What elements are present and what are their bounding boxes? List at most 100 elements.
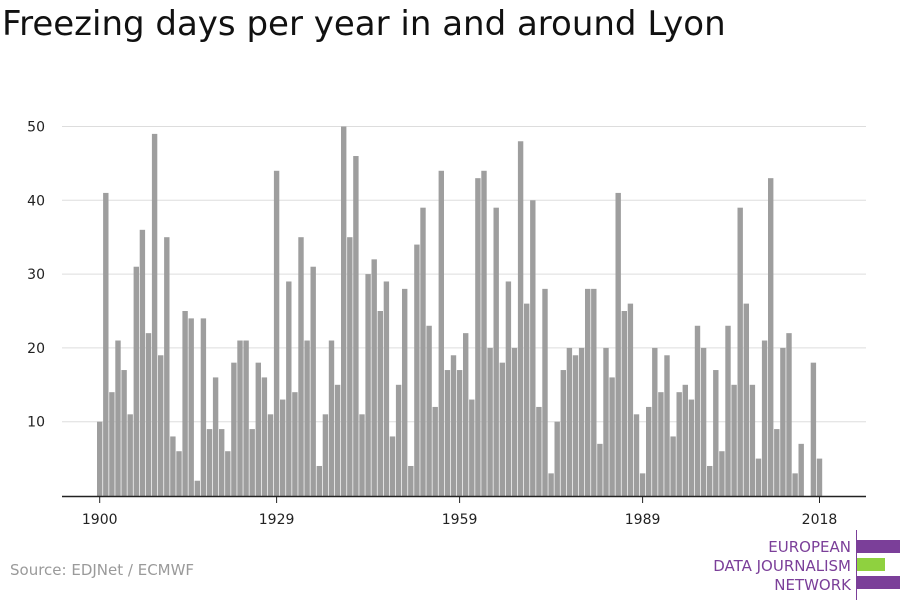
x-tick-label: 1900 xyxy=(82,512,118,528)
bar-1988 xyxy=(633,414,640,496)
bar-1952 xyxy=(414,244,420,496)
bar-1921 xyxy=(225,451,231,496)
bar-1972 xyxy=(536,406,542,496)
bar-2018 xyxy=(816,458,823,496)
bar-1948 xyxy=(389,436,396,496)
bar-2003 xyxy=(725,325,731,496)
bar-2008 xyxy=(755,458,762,496)
bar-1977 xyxy=(566,347,573,496)
bar-1949 xyxy=(395,384,402,496)
bar-1961 xyxy=(469,399,475,496)
bar-2017 xyxy=(810,362,817,496)
bar-1962 xyxy=(475,178,481,496)
bar-1923 xyxy=(237,340,243,496)
bar-1958 xyxy=(450,355,457,496)
logo-bar-purple-bottom xyxy=(857,576,900,589)
logo-text-european: EUROPEAN xyxy=(768,538,851,556)
bar-1979 xyxy=(578,347,585,496)
bar-1933 xyxy=(298,237,304,496)
bar-1996 xyxy=(682,384,688,496)
bar-1995 xyxy=(676,392,682,496)
bar-1934 xyxy=(304,340,310,496)
bar-1944 xyxy=(365,274,371,496)
bar-1908 xyxy=(145,333,152,496)
logo-text-data-journalism: DATA JOURNALISM xyxy=(713,557,851,575)
bar-1924 xyxy=(243,340,249,496)
x-axis-ticks: 1900 1929 1959 1989 2018 xyxy=(82,497,837,528)
bar-1975 xyxy=(554,421,560,496)
bar-1920 xyxy=(219,429,225,496)
bar-1901 xyxy=(103,192,109,497)
bar-1905 xyxy=(127,414,133,496)
bar-1906 xyxy=(133,266,139,496)
bar-1938 xyxy=(328,340,335,496)
bar-1947 xyxy=(383,281,390,496)
bar-1927 xyxy=(261,377,268,496)
chart-title: Freezing days per year in and around Lyo… xyxy=(2,4,726,44)
bar-2010 xyxy=(768,178,774,496)
bar-1965 xyxy=(493,207,499,496)
edjnet-logo: EUROPEAN DATA JOURNALISM NETWORK xyxy=(700,530,900,600)
bar-1983 xyxy=(603,347,609,496)
logo-text-network: NETWORK xyxy=(774,576,851,594)
bar-1913 xyxy=(176,451,182,496)
bar-2015 xyxy=(798,443,804,496)
bar-1911 xyxy=(164,237,170,496)
y-tick-label: 30 xyxy=(27,267,45,283)
bar-1984 xyxy=(609,377,615,496)
bar-1960 xyxy=(463,333,469,496)
bar-1959 xyxy=(456,370,463,496)
bar-2012 xyxy=(780,347,786,496)
logo-bar-purple-top xyxy=(857,540,900,553)
bar-1926 xyxy=(255,362,261,496)
bar-1970 xyxy=(524,303,530,496)
bar-1957 xyxy=(444,370,451,496)
bar-1955 xyxy=(432,406,438,496)
bar-1967 xyxy=(505,281,512,496)
bar-1974 xyxy=(548,473,554,496)
bar-1935 xyxy=(310,266,316,496)
bar-2000 xyxy=(707,465,713,496)
source-note: Source: EDJNet / ECMWF xyxy=(10,561,195,579)
bar-1978 xyxy=(572,355,579,496)
bar-1993 xyxy=(664,355,670,496)
bar-1964 xyxy=(487,347,493,496)
bar-1917 xyxy=(200,318,207,496)
bar-1919 xyxy=(212,377,219,496)
bar-1940 xyxy=(341,126,347,496)
bar-1945 xyxy=(371,259,377,496)
bar-1903 xyxy=(115,340,121,496)
bar-1966 xyxy=(499,362,505,496)
bar-1956 xyxy=(438,170,444,496)
bar-1963 xyxy=(481,170,487,496)
bar-1946 xyxy=(377,311,383,496)
bar-1936 xyxy=(316,465,322,496)
bar-1981 xyxy=(591,288,597,496)
bars xyxy=(97,126,823,497)
y-axis-ticks: 10 20 30 40 50 xyxy=(27,120,45,431)
bar-1943 xyxy=(359,414,365,496)
bar-1939 xyxy=(334,384,341,496)
bar-1912 xyxy=(170,436,176,496)
x-tick-label: 1959 xyxy=(442,512,478,528)
bar-2005 xyxy=(737,207,743,496)
bar-1968 xyxy=(511,347,518,496)
bar-1973 xyxy=(542,288,548,496)
bar-1989 xyxy=(639,473,646,496)
bar-1997 xyxy=(688,399,695,496)
bar-1951 xyxy=(408,465,414,496)
bar-1928 xyxy=(267,414,274,496)
bar-1982 xyxy=(597,443,603,496)
x-tick-label: 1989 xyxy=(625,512,661,528)
y-tick-label: 20 xyxy=(27,341,45,357)
bar-1994 xyxy=(670,436,676,496)
bar-1985 xyxy=(615,192,621,497)
x-tick-label: 1929 xyxy=(259,512,295,528)
y-tick-label: 40 xyxy=(27,193,45,209)
bar-2007 xyxy=(749,384,756,496)
bar-1910 xyxy=(158,355,164,496)
bar-1999 xyxy=(700,347,707,496)
bar-1916 xyxy=(194,480,200,496)
bar-1942 xyxy=(353,156,359,496)
